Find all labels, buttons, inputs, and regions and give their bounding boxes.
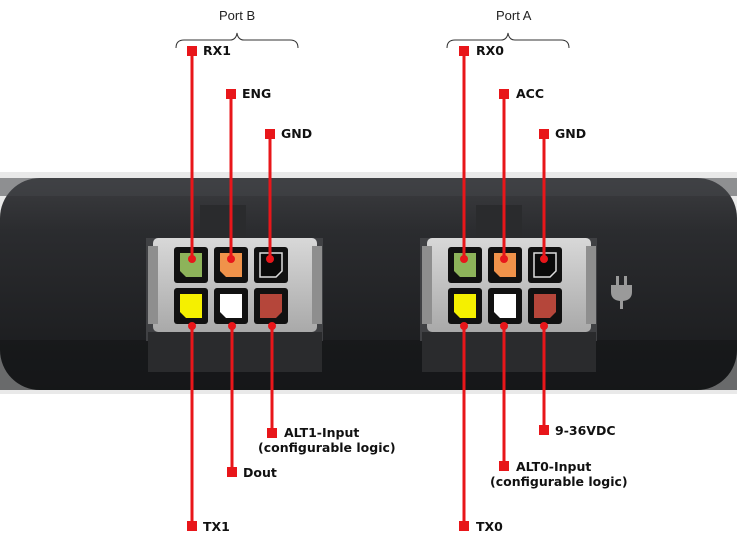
- label-dout: Dout: [243, 465, 277, 480]
- port-a-brace: [446, 32, 570, 49]
- label-rx0: RX0: [476, 43, 504, 58]
- port-b-brace: [175, 32, 299, 49]
- pin-a-tx-fill: [454, 294, 476, 318]
- callout-lines: [190, 51, 546, 526]
- label-alt0: ALT0-Input (configurable logic): [490, 459, 628, 489]
- pin-b-tx-fill: [180, 294, 202, 318]
- label-alt1-line2: (configurable logic): [258, 440, 396, 455]
- callout-markers: [187, 46, 549, 531]
- pin-b-dout-fill: [220, 294, 242, 318]
- label-acc: ACC: [516, 86, 545, 101]
- pin-b-eng-fill: [220, 253, 242, 277]
- pin-a-acc-fill: [494, 253, 516, 277]
- label-alt0-line2: (configurable logic): [490, 474, 628, 489]
- port-a-title: Port A: [496, 8, 532, 23]
- label-alt0-line1: ALT0-Input: [516, 459, 592, 474]
- pin-b-alt-fill: [260, 294, 282, 318]
- port-b-title: Port B: [219, 8, 256, 23]
- pin-a-gnd-fill: [533, 252, 557, 278]
- pin-a-power-fill: [534, 294, 556, 318]
- label-tx0: TX0: [476, 519, 503, 534]
- power-plug-icon: [611, 276, 632, 309]
- label-gnd-b: GND: [281, 126, 313, 141]
- label-gnd-a: GND: [555, 126, 587, 141]
- label-alt1: ALT1-Input (configurable logic): [258, 425, 396, 455]
- pin-a-alt-fill: [494, 294, 516, 318]
- port-b-pins: [174, 247, 288, 324]
- label-rx1: RX1: [203, 43, 231, 58]
- label-tx1: TX1: [203, 519, 230, 534]
- label-eng: ENG: [242, 86, 272, 101]
- pin-b-gnd-fill: [259, 252, 283, 278]
- port-a-pins: [448, 247, 562, 324]
- label-power: 9-36VDC: [555, 423, 616, 438]
- pin-b-rx-fill: [180, 253, 202, 277]
- pin-a-rx-fill: [454, 253, 476, 277]
- label-alt1-line1: ALT1-Input: [284, 425, 360, 440]
